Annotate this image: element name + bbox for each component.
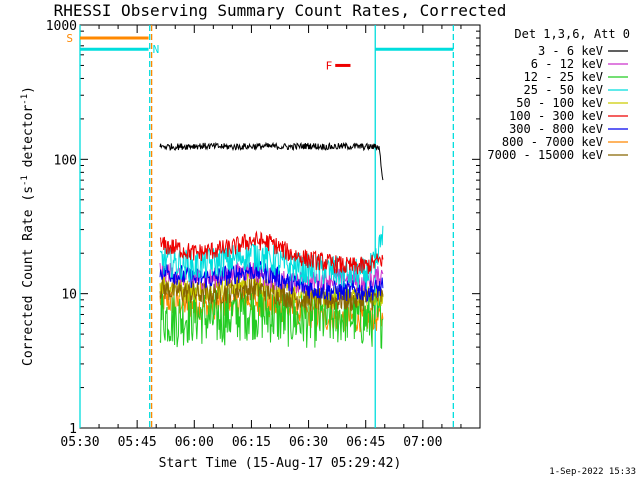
legend-label: 300 - 800 keV	[509, 122, 603, 136]
x-tick-label: 05:45	[118, 435, 157, 450]
legend-label: 6 - 12 keV	[531, 57, 603, 71]
x-axis-label: Start Time (15-Aug-17 05:29:42)	[159, 456, 402, 471]
plot-frame	[79, 24, 481, 429]
legend-label: 50 - 100 keV	[516, 96, 603, 110]
legend-label: 3 - 6 keV	[538, 44, 603, 58]
legend-label: 25 - 50 keV	[524, 83, 603, 97]
series-lines	[159, 141, 384, 350]
legend-label: 7000 - 15000 keV	[487, 148, 603, 162]
x-tick-label: 07:00	[403, 435, 442, 450]
chart-title: RHESSI Observing Summary Count Rates, Co…	[54, 1, 507, 20]
x-tick-label: 06:15	[232, 435, 271, 450]
x-tick-label: 06:30	[289, 435, 328, 450]
series-line	[159, 230, 384, 275]
annotation-bars: S N F	[66, 32, 454, 72]
series-line	[159, 260, 384, 294]
annotation-label-f: F	[326, 59, 333, 72]
y-tick-label: 100	[54, 153, 77, 168]
legend-header: Det 1,3,6, Att 0	[514, 27, 630, 41]
x-tick-label: 05:30	[60, 435, 99, 450]
x-tick-label: 06:45	[346, 435, 385, 450]
y-axis-label: Corrected Count Rate (s-1 detector-1)	[20, 86, 36, 366]
legend-label: 800 - 7000 keV	[502, 135, 603, 149]
series-line	[159, 283, 384, 350]
y-tick-label: 1000	[46, 19, 77, 34]
y-axis-ticks: 1 10 100 1000	[46, 19, 480, 437]
y-tick-label: 1	[69, 422, 77, 437]
annotation-label-n: N	[153, 43, 160, 56]
annotation-label-s: S	[66, 32, 73, 45]
legend-label: 12 - 25 keV	[524, 70, 603, 84]
x-tick-label: 06:00	[175, 435, 214, 450]
footer-timestamp: 1-Sep-2022 15:33	[549, 467, 636, 477]
series-line	[159, 141, 384, 181]
x-axis-ticks: 05:30 05:45 06:00 06:15 06:30 06:45 07:00	[60, 25, 462, 450]
y-tick-label: 10	[61, 288, 77, 303]
legend-label: 100 - 300 keV	[509, 109, 603, 123]
vertical-markers	[79, 25, 454, 428]
